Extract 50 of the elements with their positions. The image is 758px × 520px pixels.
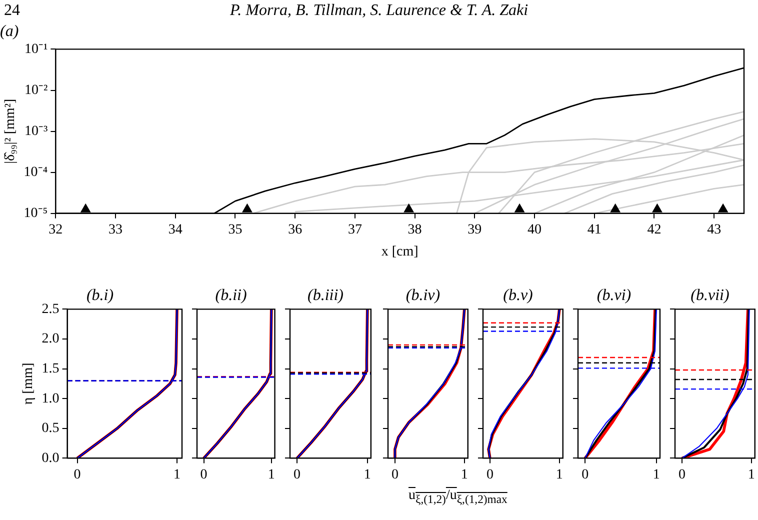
x-tick-label: 0 (200, 467, 208, 482)
x-tick-label: 36 (288, 222, 302, 238)
y-tick-label: 1.5 (42, 361, 60, 376)
y-tick-label: 2.5 (42, 302, 60, 317)
y-axis-title: |δ̂₉₉|² [mm²] (3, 98, 18, 164)
chart-title: (b.vi) (596, 286, 632, 304)
text: 24 (4, 2, 20, 20)
y-tick-label: 2.0 (42, 332, 60, 347)
chart-title: (b.iii) (308, 286, 344, 304)
x-tick-label: 1 (556, 467, 563, 482)
text: P. Morra, B. Tillman, S. Laurence & T. A. Zaki (230, 2, 528, 20)
x-axis-title: x [cm] (381, 244, 418, 260)
x-tick-label: 39 (468, 222, 482, 238)
x-tick-label: 1 (748, 467, 755, 482)
x-tick-label: 41 (587, 222, 602, 238)
y-tick-label: 0.0 (42, 450, 60, 466)
x-tick-label: 40 (528, 222, 542, 238)
x-tick-label: 1 (652, 467, 660, 482)
y-tick-label: 10⁻² (24, 82, 48, 98)
chart-title: (b.ii) (215, 286, 247, 304)
x-tick-label: 33 (108, 222, 123, 238)
x-tick-label: 0 (391, 467, 398, 482)
x-tick-label: 42 (647, 222, 662, 238)
y-tick-label: 10⁻³ (24, 124, 48, 139)
x-tick-label: 0 (678, 467, 686, 482)
x-tick-label: 0 (74, 467, 81, 482)
x-tick-label: 32 (48, 222, 63, 238)
y-tick-label: 10⁻⁵ (24, 206, 48, 222)
y-tick-label: 10⁻⁴ (24, 165, 48, 180)
x-tick-label: 0 (294, 467, 301, 482)
x-tick-label: 38 (408, 222, 422, 238)
x-tick-label: 1 (268, 467, 275, 482)
chart-title: (a) (0, 22, 19, 40)
chart-title: (b.vii) (690, 286, 730, 304)
chart-title: (b.v) (503, 286, 533, 304)
x-tick-label: 37 (348, 222, 362, 238)
y-tick-label: 0.5 (42, 421, 60, 436)
y-tick-label: 1.0 (42, 391, 60, 406)
chart-title: (b.i) (86, 286, 114, 304)
x-tick-label: 0 (582, 467, 589, 482)
y-tick-label: 10⁻¹ (24, 42, 48, 57)
chart-title: (b.iv) (406, 286, 440, 304)
x-tick-label: 1 (460, 467, 468, 482)
x-tick-label: 34 (168, 222, 182, 238)
x-tick-label: 1 (174, 467, 181, 482)
y-axis-title: η [mm] (21, 362, 36, 405)
x-tick-label: 43 (707, 222, 722, 238)
x-tick-label: 35 (228, 222, 242, 238)
x-tick-label: 0 (486, 467, 494, 482)
x-tick-label: 1 (364, 467, 371, 482)
